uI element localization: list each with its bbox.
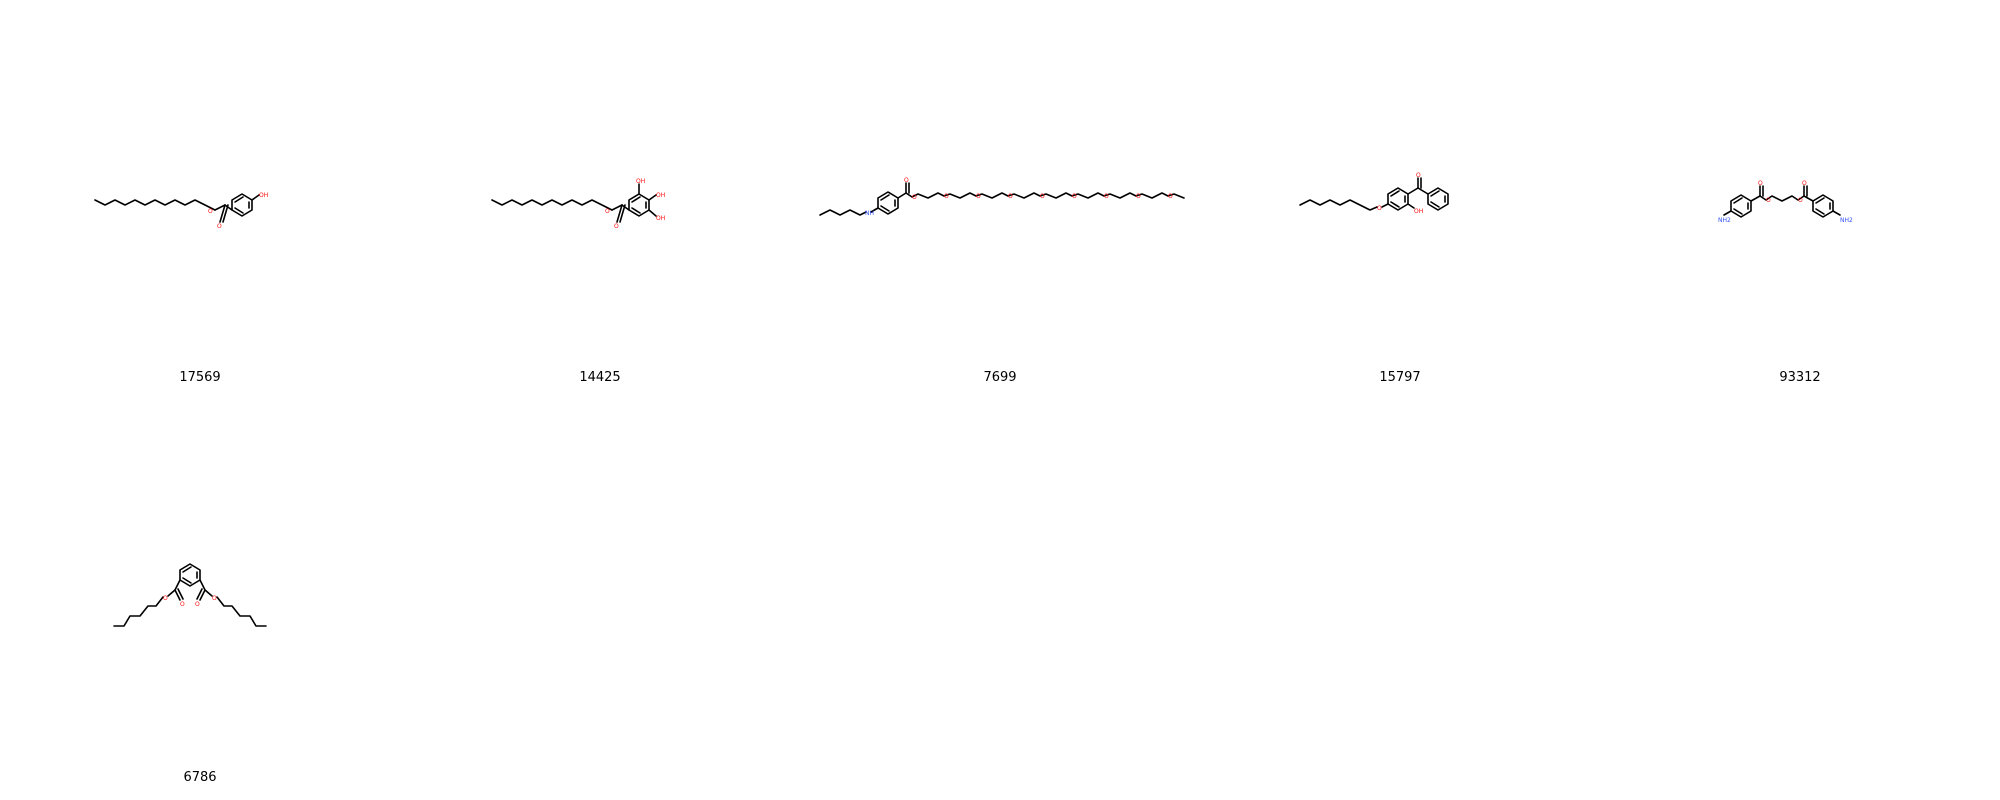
oxygen-atom: O: [904, 177, 909, 184]
oxygen-atom: O: [1377, 205, 1382, 212]
oxygen-atom: O: [208, 208, 213, 215]
oxygen-atom: O: [1008, 193, 1013, 200]
oxygen-atom: O: [1168, 193, 1173, 200]
molecule-cell-15797: O OH O 15797: [1200, 0, 1600, 400]
structure-93312: NH2 O O O O NH2: [1718, 180, 1853, 224]
molecule-id-label: 6786: [183, 770, 217, 785]
hydroxyl-atom: OH: [259, 192, 268, 199]
oxygen-atom: O: [163, 595, 168, 602]
structure-7699: NH O O O O O O O O O O: [819, 177, 1185, 217]
structure-14425: O O OH OH OH: [491, 178, 665, 230]
oxygen-atom: O: [1072, 193, 1077, 200]
oxygen-atom: O: [614, 223, 619, 230]
oxygen-atom: O: [1104, 193, 1109, 200]
molecule-id-label: 15797: [1379, 370, 1421, 385]
amine-atom: NH2: [1840, 217, 1853, 224]
oxygen-atom: O: [1798, 197, 1803, 204]
hydroxyl-atom: OH: [656, 192, 665, 199]
oxygen-atom: O: [180, 601, 185, 608]
hydroxyl-atom: OH: [1414, 208, 1423, 215]
molecule-id-label: 93312: [1779, 370, 1821, 385]
oxygen-atom: O: [944, 193, 949, 200]
oxygen-atom: O: [217, 223, 222, 230]
oxygen-atom: O: [1136, 193, 1141, 200]
hydroxyl-atom: OH: [656, 215, 665, 222]
oxygen-atom: O: [1040, 193, 1045, 200]
molecule-id-label: 17569: [179, 370, 221, 385]
molecule-cell-17569: O O OH 17569: [0, 0, 400, 400]
structure-15797: O OH O: [1299, 172, 1449, 215]
structure-6786: O O O O: [113, 563, 267, 627]
hydroxyl-atom: OH: [636, 178, 645, 185]
oxygen-atom: O: [912, 194, 917, 201]
molecule-cell-14425: O O OH OH OH 14425: [400, 0, 800, 400]
oxygen-atom: O: [1758, 180, 1763, 187]
amine-atom: NH2: [1718, 217, 1731, 224]
molecule-cell-7699: NH O O O O O O O O O O 7699: [800, 0, 1200, 400]
molecule-cell-93312: NH2 O O O O NH2 93312: [1600, 0, 2000, 400]
oxygen-atom: O: [195, 601, 200, 608]
molecule-cell-6786: O O O O 6786: [0, 400, 400, 800]
oxygen-atom: O: [1416, 172, 1421, 179]
oxygen-atom: O: [605, 208, 610, 215]
molecule-id-label: 7699: [983, 370, 1017, 385]
molecule-id-label: 14425: [579, 370, 621, 385]
amine-atom: NH: [865, 210, 874, 217]
oxygen-atom: O: [976, 193, 981, 200]
oxygen-atom: O: [1766, 197, 1771, 204]
oxygen-atom: O: [212, 595, 217, 602]
oxygen-atom: O: [1802, 180, 1807, 187]
structure-17569: O O OH: [94, 192, 268, 230]
